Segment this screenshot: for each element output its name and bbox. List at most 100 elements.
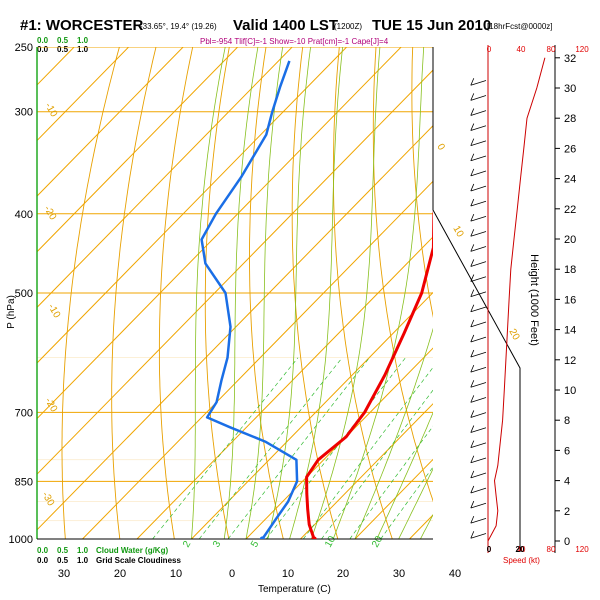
- wind-barb: [470, 155, 487, 162]
- gc-tick-0: 0.0: [37, 556, 49, 565]
- mixing-ratio-line: [321, 389, 433, 539]
- height-tick-label: 0: [564, 536, 570, 548]
- wind-barb-flag: [470, 213, 475, 222]
- isotherm-line: [37, 47, 239, 253]
- isotherm-label: -20: [41, 204, 58, 222]
- isotherm-label: -10: [42, 101, 59, 119]
- wind-barb: [470, 231, 487, 237]
- wind-barb: [470, 215, 487, 222]
- pressure-tick-label: 400: [15, 209, 33, 221]
- mixing-ratio-line: [227, 357, 370, 539]
- speed-top-tick-label: 80: [547, 45, 556, 54]
- height-tick-label: 4: [564, 476, 570, 488]
- dry-adiabat-line: [372, 47, 433, 503]
- wind-barb-flag: [470, 183, 475, 192]
- wind-barb-flag: [470, 531, 475, 539]
- chart-location: -33.65°, 19.4° (19.26): [140, 22, 217, 31]
- mixing-ratio-label: 2: [181, 539, 194, 550]
- speed-top-tick-label: 0: [487, 45, 492, 54]
- temperature-tick-label: 10: [170, 568, 182, 580]
- dry-adiabat-line: [61, 47, 120, 539]
- isotherm-line: [300, 403, 433, 539]
- speed-bottom-tick-label: 80: [547, 545, 556, 554]
- wind-barb-flag: [470, 470, 475, 479]
- mixing-ratio-line: [152, 357, 299, 539]
- isotherm-line: [37, 69, 433, 475]
- moist-adiabat-line: [223, 47, 259, 539]
- moist-adiabat-line: [332, 47, 425, 539]
- isotherm-line: [573, 47, 600, 539]
- chart-date: TUE 15 Jun 2010: [372, 17, 491, 34]
- isotherm-line: [37, 47, 402, 420]
- wind-barb-flag: [470, 244, 475, 252]
- wind-barb: [470, 457, 487, 464]
- height-axis-label: Height (1000 Feet): [528, 254, 540, 346]
- wind-barb: [470, 533, 487, 539]
- moist-adiabat-line: [245, 47, 284, 539]
- speed-inner-tick-label: 20: [516, 545, 525, 554]
- dry-adiabat-line: [111, 47, 157, 539]
- isotherm-line: [37, 47, 130, 142]
- bottom-labels: 0.0 0.5 1.0 Cloud Water (g/Kg) 0.0 0.5 1…: [37, 546, 540, 595]
- gc-tick-1: 0.5: [57, 556, 69, 565]
- wind-barb: [470, 487, 487, 494]
- isotherm-label: 0: [434, 142, 447, 153]
- height-tick-label: 32: [564, 53, 576, 65]
- chart-valid: Valid 1400 LST: [233, 17, 338, 34]
- mixing-ratio-line: [303, 366, 433, 539]
- isotherm-label: 10: [450, 224, 465, 240]
- wind-barb: [470, 336, 487, 343]
- wind-barb-flag: [470, 500, 475, 509]
- top-green-tick-1: 0.5: [57, 36, 69, 45]
- speed-top-tick-label: 120: [575, 45, 589, 54]
- surface-dewpoint-marker: [259, 536, 265, 539]
- wind-barb-flag: [470, 168, 475, 177]
- gc-tick-2: 1.0: [77, 556, 89, 565]
- isotherm-label: -10: [45, 302, 62, 320]
- temperature-tick-label: 30: [58, 568, 70, 580]
- wind-barb-flag: [470, 198, 475, 207]
- wind-barb: [470, 517, 487, 524]
- pressure-tick-label: 1000: [9, 534, 33, 546]
- height-tick-label: 18: [564, 264, 576, 276]
- mixing-ratio-line: [198, 357, 343, 539]
- wind-barb: [470, 170, 487, 177]
- height-tick-label: 14: [564, 325, 576, 337]
- moist-adiabat-line: [191, 47, 226, 539]
- wind-barb: [470, 502, 487, 509]
- wind-barb-flag: [470, 485, 475, 494]
- chart-header: #1: WORCESTER -33.65°, 19.4° (19.26) Val…: [20, 17, 552, 46]
- mixing-ratio-line: [380, 466, 433, 539]
- wind-barb-flag: [470, 319, 475, 328]
- speed-top-tick-label: 40: [517, 45, 526, 54]
- chart-title: #1: WORCESTER: [20, 17, 144, 34]
- wind-barb-flag: [470, 123, 475, 131]
- wind-barb: [470, 472, 487, 479]
- wind-barb-flag: [470, 229, 475, 237]
- grid-cloudiness-label: Grid Scale Cloudiness: [96, 556, 181, 565]
- wind-barb-flag: [470, 138, 475, 146]
- temperature-profile-line: [305, 210, 433, 539]
- dry-adiabat-line: [594, 33, 600, 557]
- chart-indices: Pbl=-954 Tlif[C]=-1 Show=-10 Prat[cm]=-1…: [200, 37, 389, 46]
- wind-barb: [470, 95, 487, 101]
- wind-barb: [470, 110, 487, 116]
- wind-barb: [470, 125, 487, 131]
- height-tick-label: 8: [564, 415, 570, 427]
- mixing-ratio-label: 3: [211, 539, 224, 550]
- wind-speed-profile-line: [487, 57, 546, 542]
- top-green-tick-2: 1.0: [77, 36, 89, 45]
- temperature-tick-label: 30: [393, 568, 405, 580]
- dry-adiabat-line: [332, 47, 393, 539]
- pressure-tick-label: 250: [15, 42, 33, 54]
- sounding-profiles: [200, 60, 433, 539]
- chart-forecast: [18hrFcst@0000z]: [487, 22, 552, 31]
- cw-tick-2: 1.0: [77, 546, 89, 555]
- wind-barb: [470, 427, 487, 433]
- moist-adiabat-line: [311, 47, 381, 539]
- wind-barb-flag: [470, 440, 475, 448]
- moist-adiabat-line: [376, 411, 433, 539]
